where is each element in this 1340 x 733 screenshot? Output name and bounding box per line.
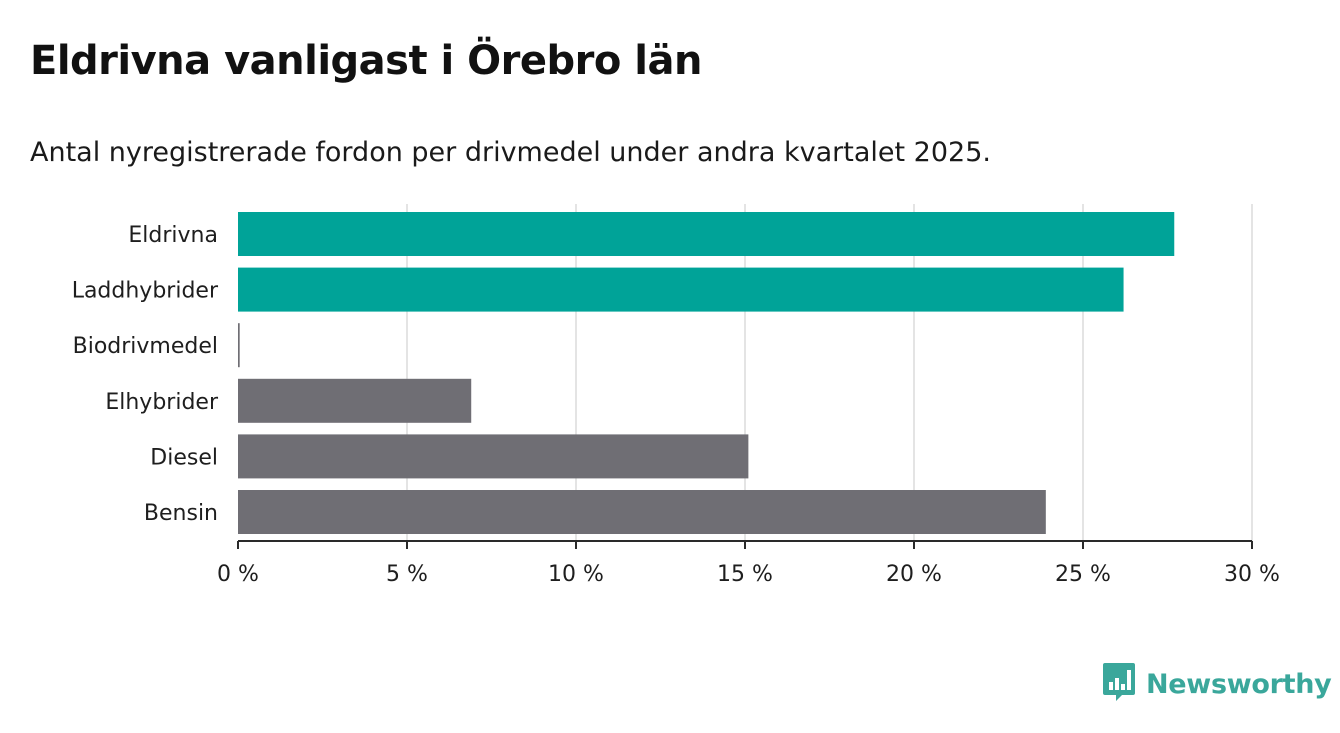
x-tick-label-20: 20 % xyxy=(886,562,942,587)
x-tick-label-5: 5 % xyxy=(386,562,428,587)
grid-lines xyxy=(406,204,1253,541)
bar-elhybrider xyxy=(238,378,472,423)
bar-chart-bubble-icon xyxy=(1102,662,1136,706)
bar-biodrivmedel xyxy=(238,323,240,368)
logo-text: Newsworthy xyxy=(1146,668,1332,700)
category-label-biodrivmedel: Biodrivmedel xyxy=(73,334,218,359)
category-label-diesel: Diesel xyxy=(150,445,218,470)
bar-laddhybrider xyxy=(238,267,1124,312)
chart-title: Eldrivna vanligast i Örebro län xyxy=(30,38,702,84)
category-label-eldrivna: Eldrivna xyxy=(128,223,218,248)
bars xyxy=(238,212,1175,534)
category-label-laddhybrider: Laddhybrider xyxy=(72,279,219,304)
category-labels: Eldrivna Laddhybrider Biodrivmedel Elhybrid… xyxy=(72,223,219,526)
bar-bensin xyxy=(238,490,1046,534)
category-label-elhybrider: Elhybrider xyxy=(105,390,219,415)
newsworthy-logo: Newsworthy xyxy=(1102,662,1332,706)
category-label-bensin: Bensin xyxy=(144,501,218,526)
chart-subtitle: Antal nyregistrerade fordon per drivmede… xyxy=(30,137,991,168)
x-tick-label-0: 0 % xyxy=(217,562,259,587)
x-axis: 0 % 5 % 10 % 15 % 20 % 25 % 30 % xyxy=(217,540,1280,587)
x-tick-label-10: 10 % xyxy=(548,562,604,587)
x-tick-label-25: 25 % xyxy=(1055,562,1111,587)
bar-eldrivna xyxy=(238,212,1175,256)
x-tick-label-15: 15 % xyxy=(717,562,773,587)
x-tick-label-30: 30 % xyxy=(1224,562,1280,587)
bar-diesel xyxy=(238,434,749,479)
